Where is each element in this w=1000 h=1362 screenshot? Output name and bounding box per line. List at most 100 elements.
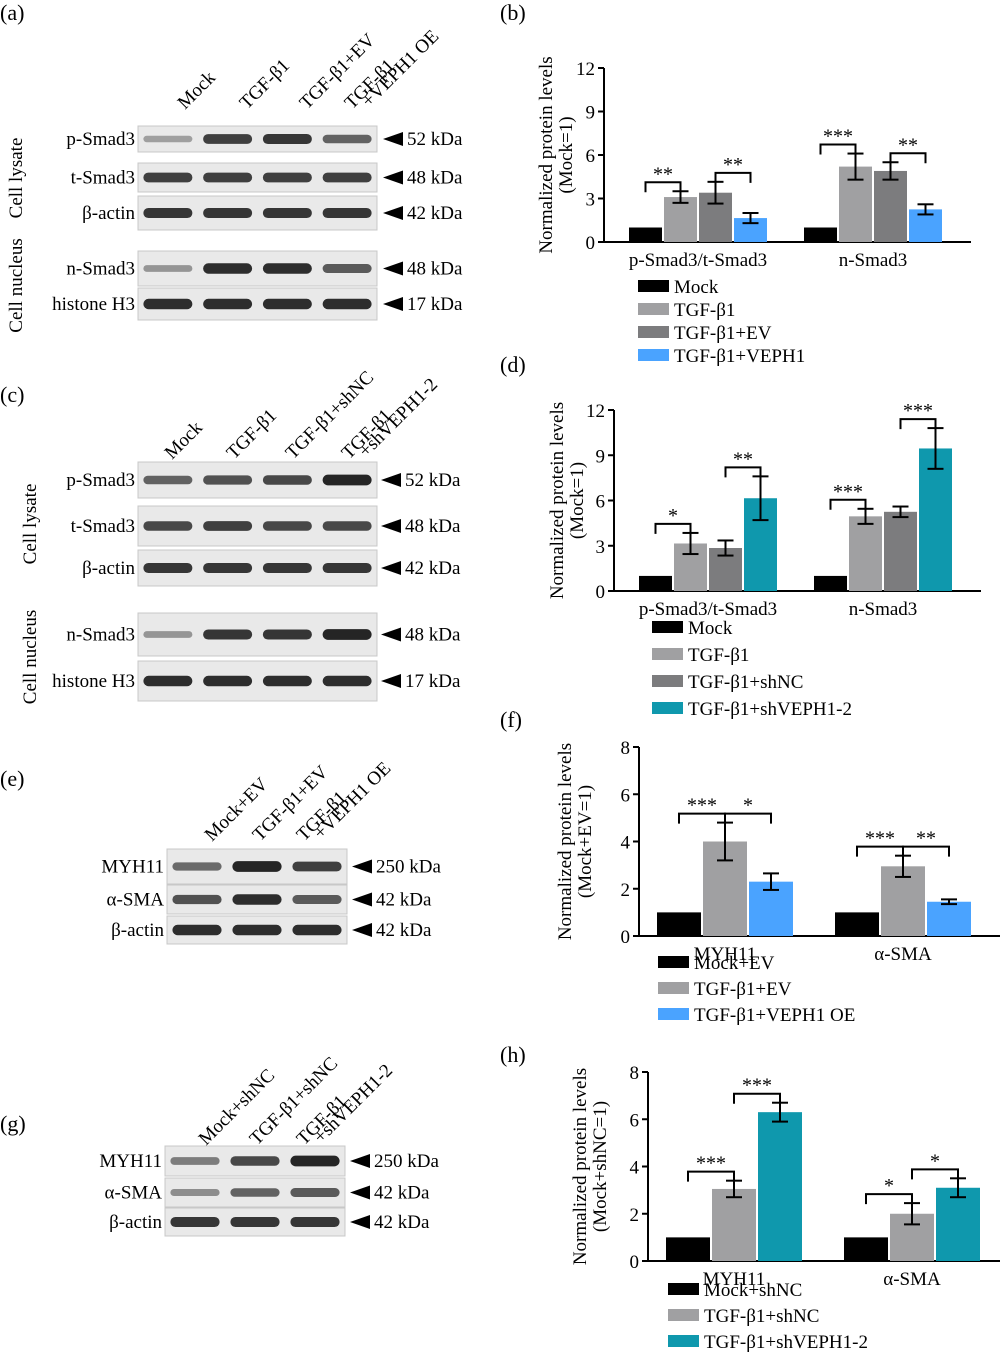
protein-band: [170, 1216, 220, 1228]
y-tick-label: 8: [621, 738, 631, 759]
marker-arrow-icon: [350, 1185, 370, 1200]
y-tick-label: 2: [630, 1205, 640, 1226]
protein-label: β-actin: [111, 920, 164, 941]
protein-label: histone H3: [52, 671, 135, 692]
panel-label-f: (f): [500, 707, 522, 732]
significance-bracket: [829, 498, 867, 510]
protein-band: [143, 562, 193, 574]
marker-arrow-icon: [383, 206, 403, 220]
significance-label: **: [723, 154, 743, 176]
marker-arrow-icon: [383, 261, 403, 276]
protein-band: [322, 172, 372, 183]
significance-label: ***: [833, 481, 863, 503]
bar: [734, 218, 767, 242]
y-tick-label: 4: [621, 833, 631, 854]
protein-band: [322, 264, 372, 273]
y-axis-label: (Mock=1): [567, 462, 588, 539]
legend-label: TGF-β1+VEPH1 OE: [694, 1005, 855, 1026]
legend-swatch: [668, 1309, 699, 1321]
significance-bracket: [724, 466, 762, 478]
protein-band: [292, 924, 342, 936]
panel-label-a: (a): [0, 0, 24, 25]
protein-band: [292, 895, 342, 904]
protein-band: [203, 675, 253, 687]
protein-band: [322, 629, 372, 640]
bar: [844, 1237, 888, 1261]
protein-band: [143, 172, 193, 183]
blot-group-label: Cell lysate: [6, 138, 27, 219]
protein-band: [322, 134, 372, 144]
protein-band: [322, 298, 372, 310]
molecular-weight-label: 48 kDa: [407, 259, 463, 280]
lane-label: Mock: [174, 67, 221, 114]
protein-band: [290, 1188, 340, 1197]
molecular-weight-label: 48 kDa: [405, 516, 461, 537]
x-tick-label: MYH11: [703, 1269, 766, 1290]
marker-arrow-icon: [383, 297, 403, 311]
y-tick-label: 4: [630, 1158, 640, 1179]
protein-label: p-Smad3: [66, 129, 135, 150]
protein-label: β-actin: [82, 203, 135, 224]
marker-arrow-icon: [352, 859, 372, 874]
legend-swatch: [652, 675, 683, 687]
bar: [639, 575, 672, 591]
significance-label: ***: [687, 795, 717, 817]
marker-arrow-icon: [352, 892, 372, 907]
y-tick-label: 12: [586, 401, 605, 422]
significance-label: ***: [742, 1075, 772, 1097]
bar: [874, 170, 907, 242]
protein-band: [262, 562, 312, 574]
molecular-weight-label: 42 kDa: [407, 203, 463, 224]
marker-arrow-icon: [381, 473, 401, 487]
protein-label: MYH11: [101, 857, 164, 878]
legend-label: Mock: [674, 277, 719, 298]
y-tick-label: 0: [621, 927, 631, 948]
significance-label: *: [884, 1175, 894, 1197]
bar: [758, 1112, 802, 1261]
protein-band: [322, 562, 372, 574]
y-tick-label: 9: [596, 446, 606, 467]
significance-bracket: [819, 143, 857, 155]
bar: [664, 197, 697, 242]
legend-swatch: [668, 1335, 699, 1347]
protein-band: [322, 474, 372, 486]
legend-swatch: [658, 982, 689, 994]
significance-bracket: [889, 152, 927, 164]
marker-arrow-icon: [383, 132, 403, 146]
y-tick-label: 0: [596, 582, 606, 603]
bar: [936, 1187, 980, 1261]
significance-label: ***: [696, 1153, 726, 1175]
blot-group-label: Cell nucleus: [20, 610, 41, 704]
legend-swatch: [658, 956, 689, 968]
molecular-weight-label: 48 kDa: [405, 625, 461, 646]
protein-band: [143, 675, 193, 687]
legend-label: TGF-β1+shVEPH1-2: [704, 1332, 868, 1353]
protein-band: [230, 1188, 280, 1197]
y-tick-label: 8: [630, 1063, 640, 1084]
protein-label: α-SMA: [105, 1183, 163, 1204]
y-tick-label: 0: [586, 233, 596, 254]
significance-label: *: [743, 795, 753, 817]
protein-label: n-Smad3: [66, 259, 135, 280]
protein-label: α-SMA: [107, 890, 165, 911]
panel-label-h: (h): [500, 1042, 526, 1067]
significance-label: *: [668, 505, 678, 527]
bar: [657, 912, 701, 936]
protein-band: [203, 475, 253, 485]
protein-band: [262, 207, 312, 219]
marker-arrow-icon: [381, 519, 401, 533]
protein-label: t-Smad3: [71, 168, 135, 189]
legend-label: TGF-β1+shNC: [688, 672, 803, 693]
protein-band: [203, 521, 253, 531]
legend-swatch: [638, 280, 669, 292]
bar-chart-b: 0 3 6 9 12 Normalized protein levels (Mock=1) *…: [536, 56, 971, 367]
legend-swatch: [638, 326, 669, 338]
molecular-weight-label: 52 kDa: [407, 129, 463, 150]
y-tick-label: 9: [586, 103, 596, 124]
protein-band: [170, 1188, 220, 1197]
protein-band: [170, 1157, 220, 1165]
protein-band: [143, 631, 193, 638]
bar-chart-f: 0 2 4 6 8 Normalized protein levels (Mock+EV=1…: [555, 738, 1000, 1026]
legend-label: TGF-β1+shVEPH1-2: [688, 699, 852, 720]
x-tick-label: p-Smad3/t-Smad3: [639, 599, 777, 620]
